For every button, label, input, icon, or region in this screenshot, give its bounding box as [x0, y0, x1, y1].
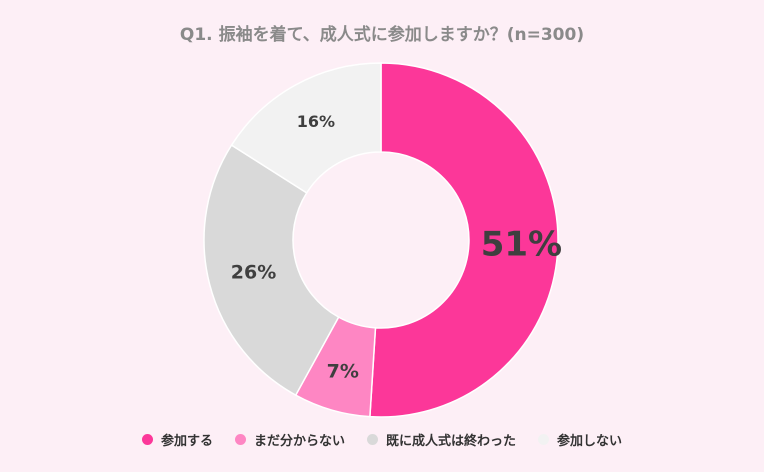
slice-label-2: 7% — [327, 361, 359, 383]
legend-item-1: 参加する — [141, 430, 213, 449]
legend-item-2: まだ分からない — [234, 430, 345, 449]
donut-slice-1 — [369, 62, 559, 418]
legend-swatch — [538, 434, 550, 445]
donut-slice-3 — [203, 144, 340, 397]
slice-label-1: 51% — [481, 224, 562, 264]
legend-label: 参加しない — [557, 434, 623, 449]
legend-label: まだ分からない — [253, 434, 345, 449]
slice-label-3: 26% — [231, 262, 276, 284]
legend-label: 参加する — [160, 434, 213, 449]
legend-item-3: 既に成人式は終わった — [367, 430, 516, 449]
legend-swatch — [367, 434, 378, 445]
legend-swatch — [141, 434, 153, 445]
legend-label: 既に成人式は終わった — [386, 434, 517, 449]
chart-title: Q1. 振袖を着て、成人式に参加しますか？(n=300) — [179, 25, 585, 45]
donut-slice-4 — [230, 62, 382, 194]
legend-swatch — [234, 434, 246, 445]
slice-label-4: 16% — [297, 112, 335, 131]
legend: 参加する まだ分からない 既に成人式は終わった 参加しない — [0, 430, 764, 449]
legend-item-4: 参加しない — [538, 430, 622, 449]
